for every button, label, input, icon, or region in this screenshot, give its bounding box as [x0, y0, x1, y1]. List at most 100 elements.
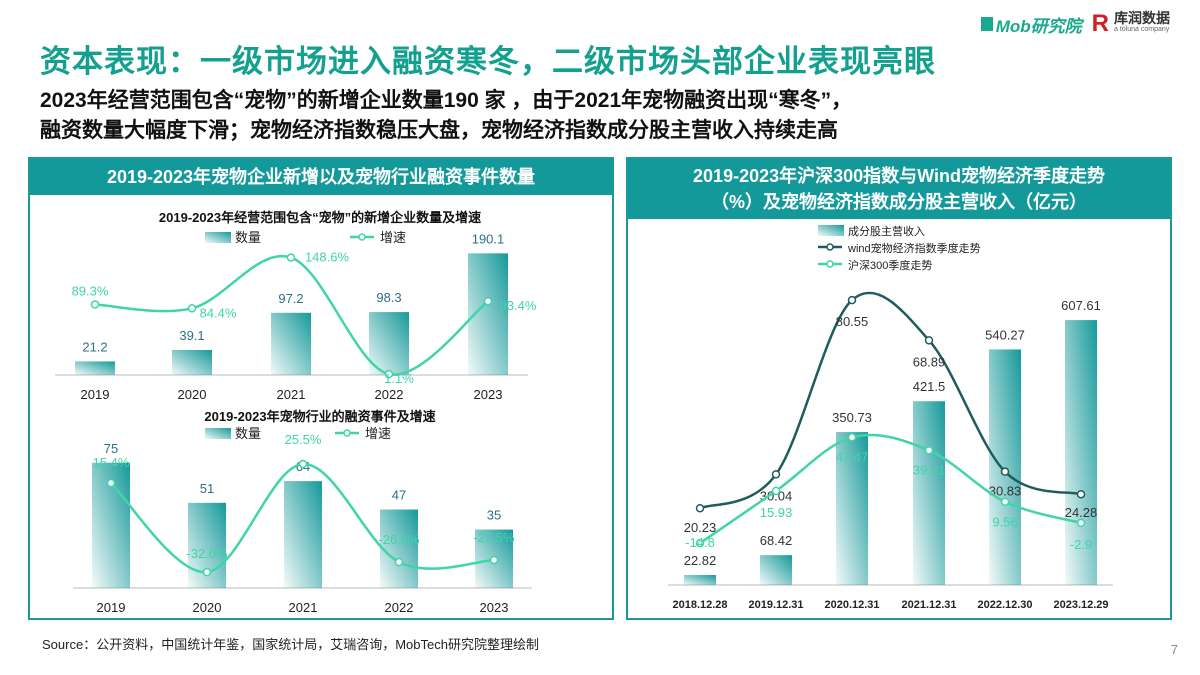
- chart1-bar: [172, 349, 212, 375]
- chart1-line-label: 1.1%: [384, 371, 414, 386]
- chart1-bar: [271, 312, 311, 375]
- chart1-legend-marker: [358, 233, 366, 241]
- chart2-line-point: [106, 478, 116, 488]
- chart3-line-label: -2.9: [1070, 537, 1092, 552]
- page-number: 7: [1170, 642, 1178, 657]
- right-panel-title-line-2: （%）及宠物经济指数成分股主营收入（亿元）: [710, 192, 1087, 212]
- chart2-x-tick: 2020: [193, 600, 222, 615]
- chart1-legend-bar-swatch: [205, 232, 231, 243]
- chart2-line-point: [489, 555, 499, 565]
- chart2-x-tick: 2023: [480, 600, 509, 615]
- kr-logo-icon: R: [1091, 10, 1109, 37]
- chart1-x-tick: 2021: [277, 387, 306, 402]
- chart3-line-point: [1000, 467, 1010, 476]
- chart3-legend-label: 沪深300季度走势: [848, 258, 932, 272]
- chart3-line-label: 47.47: [836, 449, 869, 464]
- chart1-line-label: 89.3%: [72, 283, 109, 298]
- mob-logo-text: Mob研究院: [995, 16, 1082, 36]
- chart1-line-1: [94, 254, 489, 376]
- chart3-line-label: 39.81: [913, 462, 946, 477]
- chart2-bar-label: 75: [104, 441, 118, 456]
- chart3-line-point: [924, 336, 934, 345]
- chart2-line-label: -25.5%: [473, 530, 515, 545]
- chart1-bar-label: 21.2: [82, 339, 107, 354]
- chart1-bar-label: 39.1: [179, 328, 204, 343]
- chart3-bar: [989, 349, 1021, 585]
- chart2-bar-label: 47: [392, 488, 406, 503]
- chart2-legend-label: 数量: [235, 426, 261, 441]
- chart1-line-point: [90, 300, 100, 309]
- chart2-line-point: [202, 567, 212, 577]
- chart2-bar-label: 51: [200, 481, 214, 496]
- subtitle-line-2: 融资数量大幅度下滑；宠物经济指数稳压大盘，宠物经济指数成分股主营收入持续走高: [40, 119, 838, 142]
- chart1-x-tick: 2019: [81, 387, 110, 402]
- source-note: Source：公开资料，中国统计年鉴，国家统计局，艾瑞咨询，MobTech研究院…: [42, 637, 539, 652]
- chart1-line-label: 84.4%: [200, 305, 237, 320]
- chart3-line-label: 20.23: [684, 520, 717, 535]
- chart3-line-point: [695, 538, 705, 548]
- chart2-line-label: -32.0%: [186, 546, 228, 561]
- chart3-line-label: 9.56: [992, 515, 1017, 530]
- chart3-line-point: [847, 295, 857, 305]
- chart3-line-point: [1076, 489, 1086, 499]
- page-subtitle: 2023年经营范围包含“宠物”的新增企业数量190 家 ，由于2021年宠物融资…: [40, 86, 1180, 146]
- chart2-line-label: -26.6%: [378, 532, 420, 547]
- chart3-bar-label: 22.82: [684, 553, 717, 568]
- chart2-line-label: 25.5%: [285, 432, 322, 447]
- chart3-bar-label: 68.42: [760, 533, 793, 548]
- logos: Mob研究院 R 库润数据 a tolunа company: [980, 10, 1170, 38]
- chart2-x-tick: 2022: [385, 600, 414, 615]
- chart3-bar: [684, 575, 716, 585]
- left-panel-title: 2019-2023年宠物企业新增以及宠物行业融资事件数量: [30, 159, 612, 195]
- chart3-line-label: 15.93: [760, 505, 793, 520]
- chart3-line-label: 30.83: [989, 484, 1022, 499]
- kr-logo-subtext: a tolunа company: [1114, 26, 1170, 33]
- right-panel-title: 2019-2023年沪深300指数与Wind宠物经济季度走势 （%）及宠物经济指…: [628, 159, 1170, 219]
- chart3-line-label: 24.28: [1065, 505, 1098, 520]
- chart2-line-point: [394, 557, 404, 567]
- chart1-line-label: 148.6%: [305, 250, 350, 265]
- chart1-x-tick: 2023: [474, 387, 503, 402]
- chart3-line-label: -14.8: [685, 535, 715, 550]
- chart1-legend-label: 增速: [380, 230, 406, 245]
- chart3-x-tick: 2020.12.31: [824, 599, 879, 611]
- kr-logo: R 库润数据 a tolunа company: [1092, 10, 1170, 38]
- chart1-bar: [75, 361, 115, 375]
- chart2-title: 2019-2023年宠物行业的融资事件及增速: [204, 409, 435, 424]
- chart3-legend-marker: [826, 243, 834, 251]
- page-title: 资本表现：一级市场进入融资寒冬，二级市场头部企业表现亮眼: [40, 44, 936, 79]
- chart3-bar-label: 350.73: [832, 410, 872, 425]
- chart2-line-label: 15.4%: [93, 455, 130, 470]
- chart3-x-tick: 2019.12.31: [748, 599, 803, 611]
- chart2-legend-bar-swatch: [205, 428, 231, 439]
- chart1-x-tick: 2022: [375, 387, 404, 402]
- mob-logo-icon: [980, 17, 993, 31]
- right-panel-title-line-1: 2019-2023年沪深300指数与Wind宠物经济季度走势: [693, 166, 1105, 186]
- chart3-line-2: [699, 433, 1082, 545]
- chart1-bar-label: 97.2: [278, 291, 303, 306]
- chart1-legend-label: 数量: [235, 230, 261, 245]
- chart3-line-label: 80.55: [836, 314, 869, 329]
- chart2-legend-marker: [343, 429, 351, 437]
- chart3-bar: [1065, 320, 1097, 585]
- chart3-x-tick: 2022.12.30: [977, 599, 1032, 611]
- chart3-x-tick: 2018.12.28: [672, 599, 727, 611]
- chart2-bar: [284, 481, 322, 588]
- mob-logo: Mob研究院: [980, 12, 1082, 37]
- chart2-legend-label: 增速: [365, 426, 391, 441]
- chart3-line-point: [847, 433, 857, 442]
- chart1-line-label: 93.4%: [500, 298, 537, 313]
- chart3-x-tick: 2023.12.29: [1053, 599, 1108, 611]
- chart3-bar: [836, 432, 868, 585]
- chart3-bar: [913, 401, 945, 585]
- chart3-line-point: [771, 486, 781, 496]
- chart1-bar-label: 190.1: [472, 231, 505, 246]
- left-panel: 2019-2023年宠物企业新增以及宠物行业融资事件数量: [28, 157, 614, 620]
- chart1-bar-label: 98.3: [376, 290, 401, 305]
- chart3-bar: [760, 555, 792, 585]
- chart3-bar-label: 421.5: [913, 379, 946, 394]
- chart3-line-label: 30.04: [760, 488, 793, 503]
- chart3-line-point: [1000, 497, 1010, 506]
- chart1-line-point: [384, 369, 394, 379]
